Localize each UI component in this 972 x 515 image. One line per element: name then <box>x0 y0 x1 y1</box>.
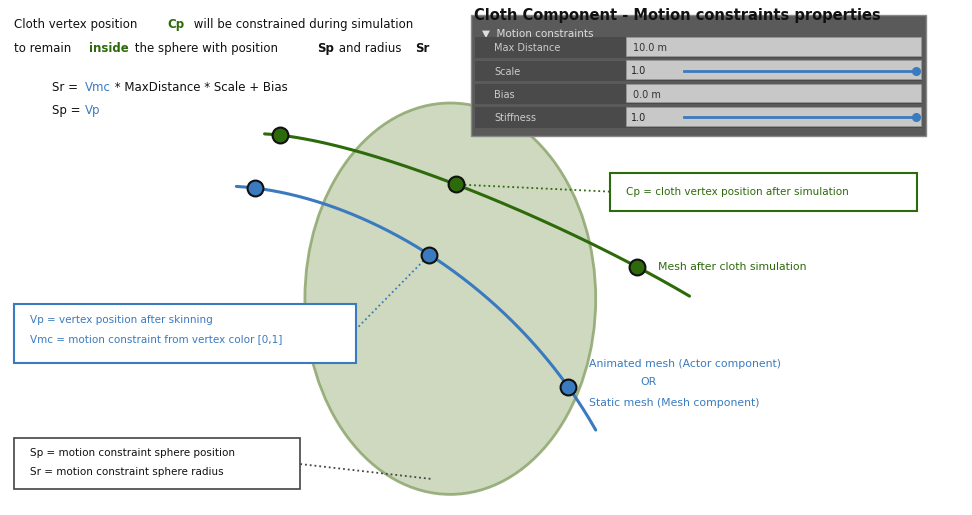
Text: Static mesh (Mesh component): Static mesh (Mesh component) <box>589 398 759 407</box>
FancyBboxPatch shape <box>471 15 926 136</box>
Text: Mesh after cloth simulation: Mesh after cloth simulation <box>658 262 806 272</box>
Text: 1.0: 1.0 <box>632 66 646 76</box>
Text: Vp = vertex position after skinning: Vp = vertex position after skinning <box>30 315 213 324</box>
Text: and radius: and radius <box>335 42 405 55</box>
Text: Sp = motion constraint sphere position: Sp = motion constraint sphere position <box>30 448 235 457</box>
Point <box>273 131 289 140</box>
Text: Animated mesh (Actor component): Animated mesh (Actor component) <box>589 359 781 369</box>
FancyBboxPatch shape <box>14 304 357 363</box>
Text: Stiffness: Stiffness <box>495 113 537 123</box>
Text: to remain: to remain <box>14 42 75 55</box>
Point <box>448 180 464 188</box>
Point <box>561 383 576 391</box>
Point <box>247 184 262 192</box>
Text: Vmc: Vmc <box>85 81 110 94</box>
FancyBboxPatch shape <box>474 107 922 128</box>
FancyBboxPatch shape <box>474 61 922 81</box>
Text: Vmc = motion constraint from vertex color [0,1]: Vmc = motion constraint from vertex colo… <box>30 334 283 344</box>
Text: Vp: Vp <box>85 104 100 117</box>
Text: 10.0 m: 10.0 m <box>633 43 667 53</box>
Text: inside: inside <box>89 42 129 55</box>
Text: Max Distance: Max Distance <box>495 43 561 54</box>
Text: Sp: Sp <box>317 42 334 55</box>
Text: the sphere with position: the sphere with position <box>131 42 282 55</box>
Text: Sp =: Sp = <box>52 104 84 117</box>
FancyBboxPatch shape <box>14 438 300 489</box>
Text: ▼  Motion constraints: ▼ Motion constraints <box>482 29 594 39</box>
Text: OR: OR <box>640 377 656 387</box>
Text: Sr: Sr <box>415 42 429 55</box>
FancyBboxPatch shape <box>626 37 921 56</box>
Text: 1.0: 1.0 <box>632 113 646 123</box>
Text: 0.0 m: 0.0 m <box>633 90 661 99</box>
Text: Cloth vertex position: Cloth vertex position <box>14 18 141 31</box>
FancyBboxPatch shape <box>626 83 921 102</box>
Ellipse shape <box>305 103 596 494</box>
Text: Cp: Cp <box>167 18 184 31</box>
Text: Cp = cloth vertex position after simulation: Cp = cloth vertex position after simulat… <box>626 187 849 197</box>
Text: Sr =: Sr = <box>52 81 82 94</box>
Point <box>629 263 644 271</box>
Text: * MaxDistance * Scale + Bias: * MaxDistance * Scale + Bias <box>111 81 288 94</box>
FancyBboxPatch shape <box>626 60 921 79</box>
FancyBboxPatch shape <box>626 107 921 126</box>
Text: Sr = motion constraint sphere radius: Sr = motion constraint sphere radius <box>30 467 224 477</box>
Point <box>422 251 437 259</box>
FancyBboxPatch shape <box>609 173 918 211</box>
Text: Bias: Bias <box>495 90 515 100</box>
FancyBboxPatch shape <box>474 84 922 105</box>
FancyBboxPatch shape <box>474 37 922 58</box>
Text: will be constrained during simulation: will be constrained during simulation <box>191 18 414 31</box>
Text: Scale: Scale <box>495 67 521 77</box>
Text: Cloth Component - Motion constraints properties: Cloth Component - Motion constraints pro… <box>473 8 881 23</box>
